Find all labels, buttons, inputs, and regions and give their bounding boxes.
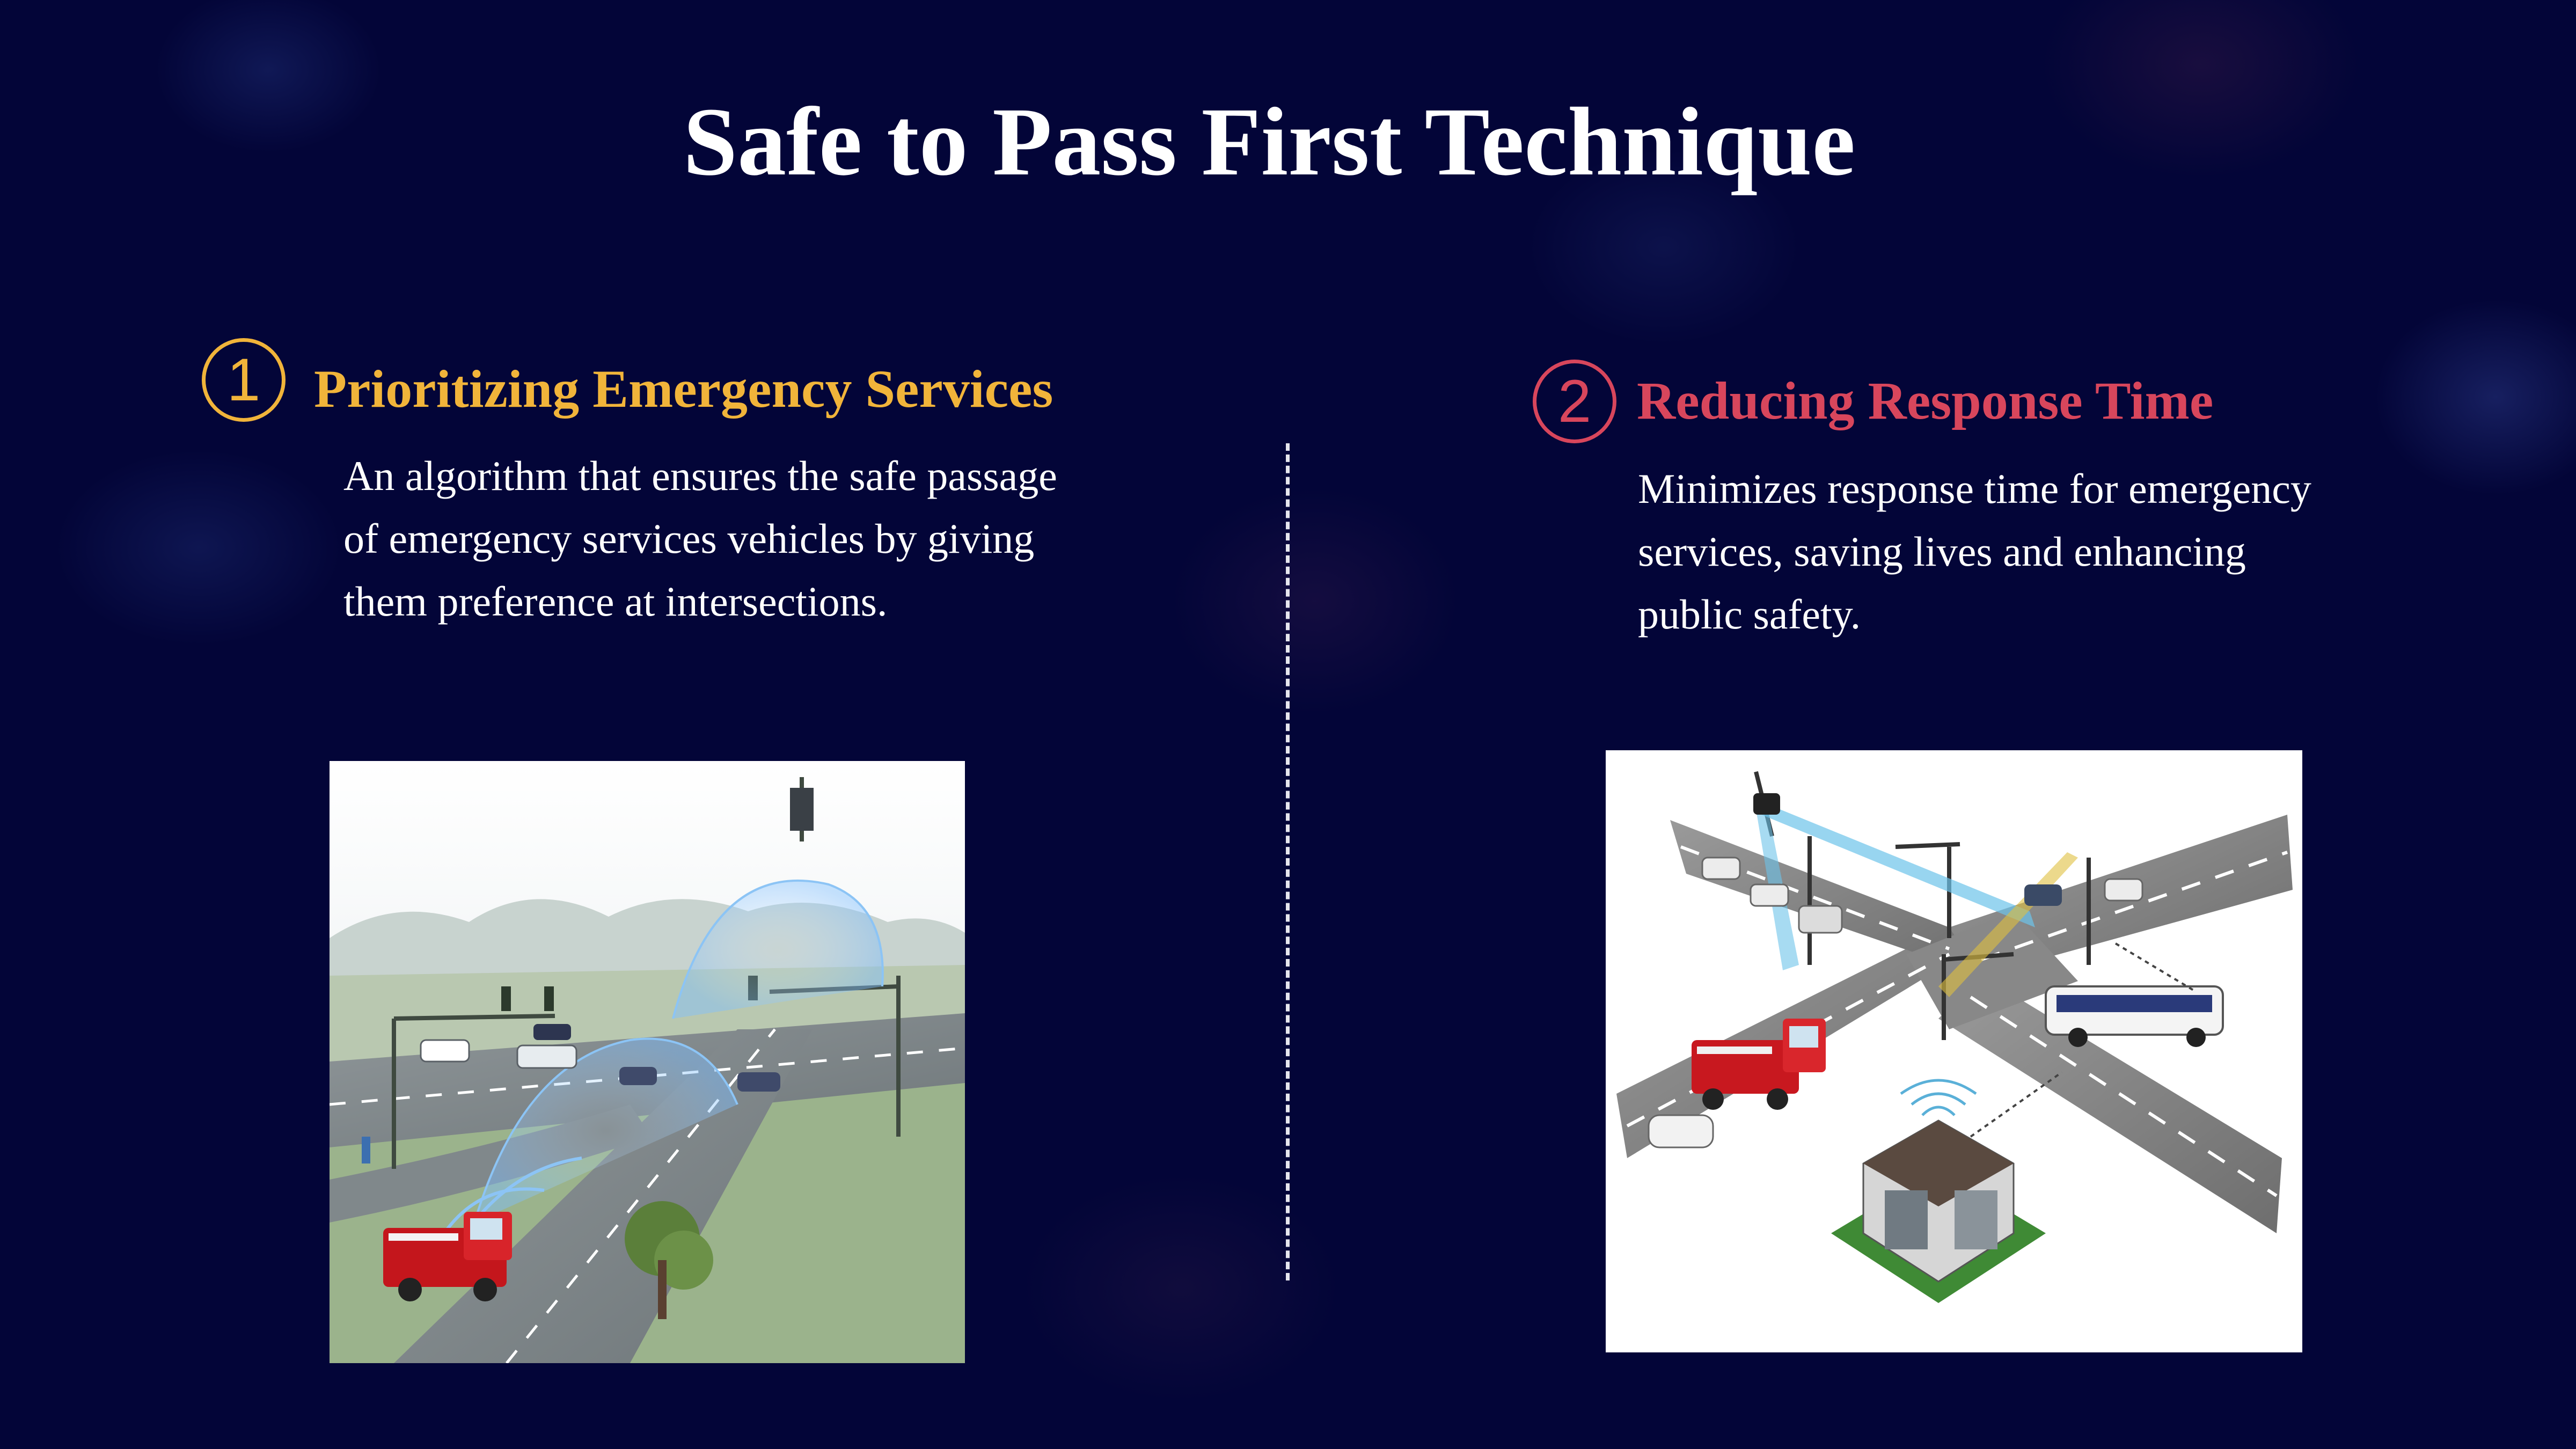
fire-truck-road-sensor-icon <box>330 761 965 1363</box>
item-1-description: An algorithm that ensures the safe passa… <box>343 452 1057 625</box>
column-divider <box>1286 443 1290 1280</box>
item-2-heading: Reducing Response Time <box>1637 371 2214 430</box>
item-2-description: Minimizes response time for emergency se… <box>1638 465 2311 638</box>
smart-intersection-icon <box>1606 750 2302 1352</box>
slide-title: Safe to Pass First Technique <box>683 88 1856 196</box>
item-2-number-badge: 2 <box>1533 360 1616 443</box>
item-1-number-badge: 1 <box>202 338 286 422</box>
item-1-heading: Prioritizing Emergency Services <box>314 359 1053 419</box>
